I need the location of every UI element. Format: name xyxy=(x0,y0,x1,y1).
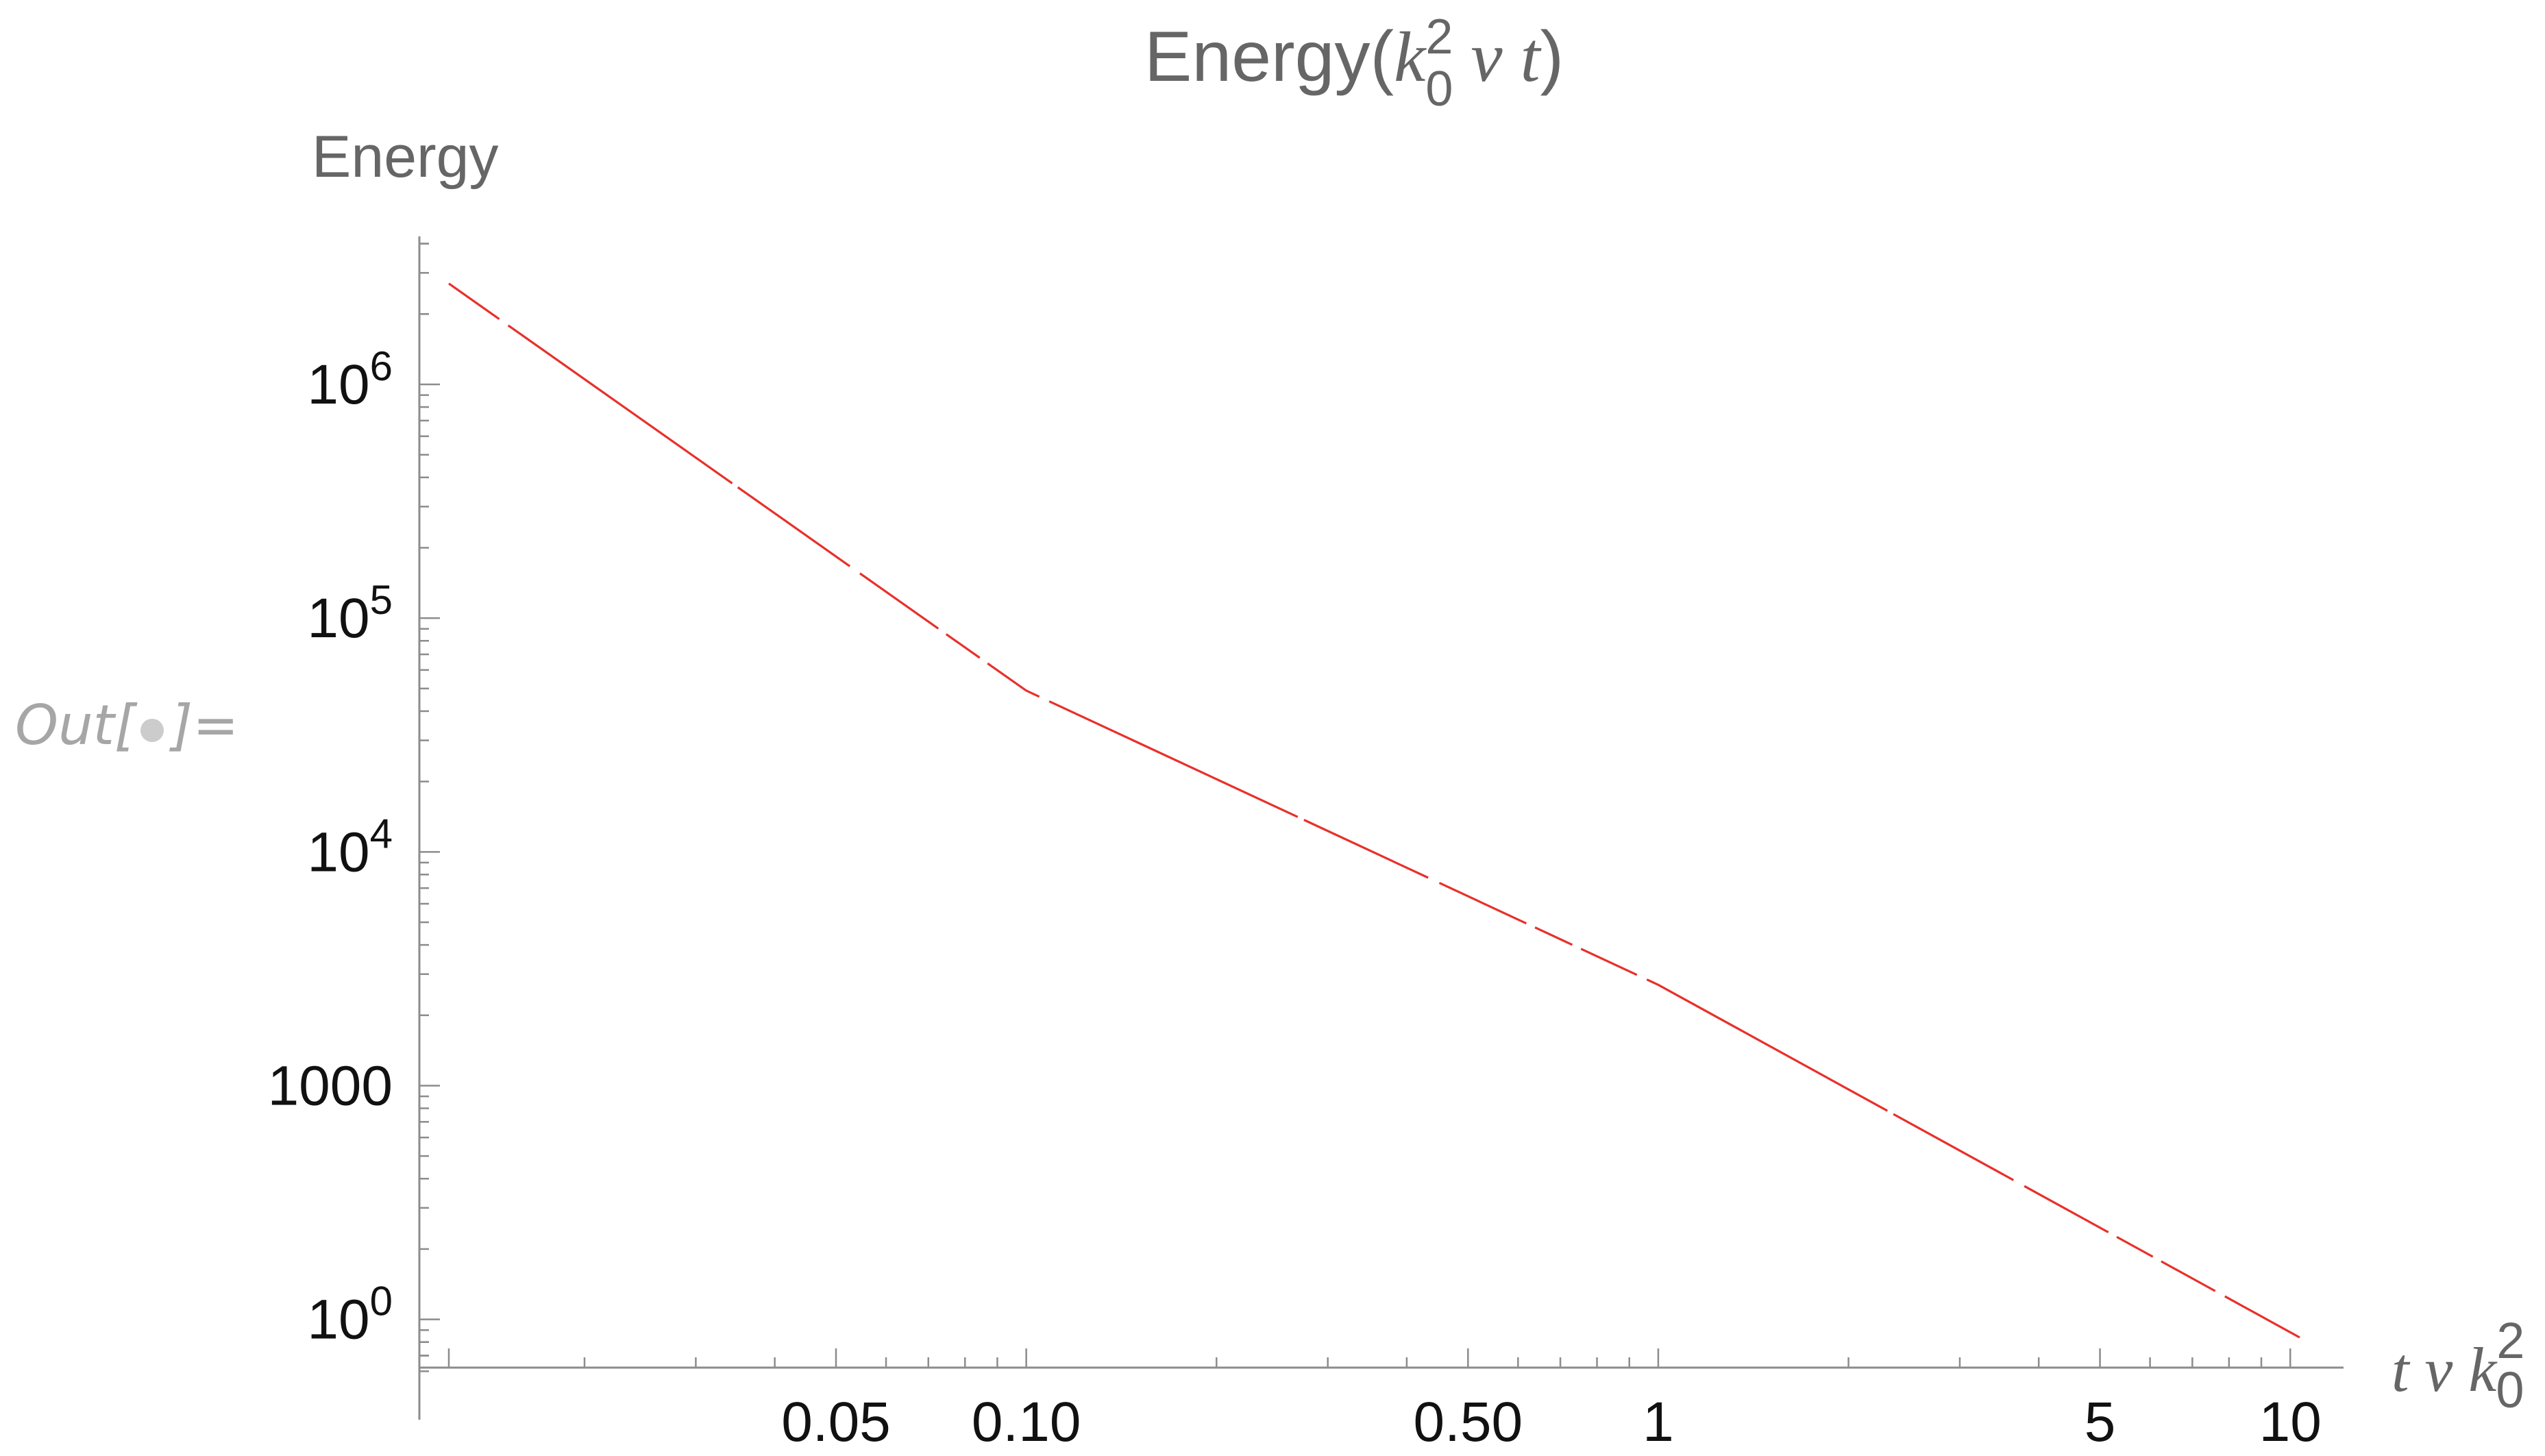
y-tick-labels: 100 1000 104 105 106 xyxy=(268,343,393,1351)
x-tick-label: 1 xyxy=(1643,1391,1674,1453)
y-tick-label: 105 xyxy=(307,577,393,650)
title-sub: 0 xyxy=(1425,62,1453,116)
y-tick-label: 1000 xyxy=(268,1054,393,1117)
x-tick-label: 10 xyxy=(2259,1391,2322,1453)
x-axis-label-text: t v k2 0 xyxy=(2392,1312,2524,1418)
title-var: k xyxy=(1394,18,1427,97)
title-close: ) xyxy=(1540,17,1564,97)
cell-marker xyxy=(140,719,164,742)
title-rest: v t xyxy=(1453,18,1541,97)
y-tick-label: 104 xyxy=(307,811,393,883)
y-tick-label: 100 xyxy=(307,1279,393,1351)
x-tick-label: 0.10 xyxy=(972,1391,1081,1453)
x-tick-label: 0.50 xyxy=(1413,1391,1523,1453)
x-tick-label: 5 xyxy=(2085,1391,2116,1453)
title-word: Energy( xyxy=(1144,17,1394,97)
x-axis-label: t v k2 0 xyxy=(2392,1312,2524,1418)
chart-title-text: Energy(k2 0 v t) xyxy=(1144,10,1564,116)
axes xyxy=(418,236,2344,1420)
title-sup: 2 xyxy=(1425,10,1453,64)
output-cell-label: Out[ ]= xyxy=(15,693,238,757)
data-series xyxy=(394,282,2300,1379)
out-prefix: Out[ xyxy=(15,693,138,757)
y-tick-label: 106 xyxy=(307,343,393,416)
out-suffix: ]= xyxy=(169,693,238,757)
x-tick-labels: 0.05 0.10 0.50 1 5 10 xyxy=(781,1391,2322,1453)
y-axis-label: Energy xyxy=(312,124,499,190)
series-line xyxy=(448,282,2300,1339)
chart-title: Energy(k2 0 v t) xyxy=(1144,10,1564,116)
x-tick-label: 0.05 xyxy=(781,1391,891,1453)
